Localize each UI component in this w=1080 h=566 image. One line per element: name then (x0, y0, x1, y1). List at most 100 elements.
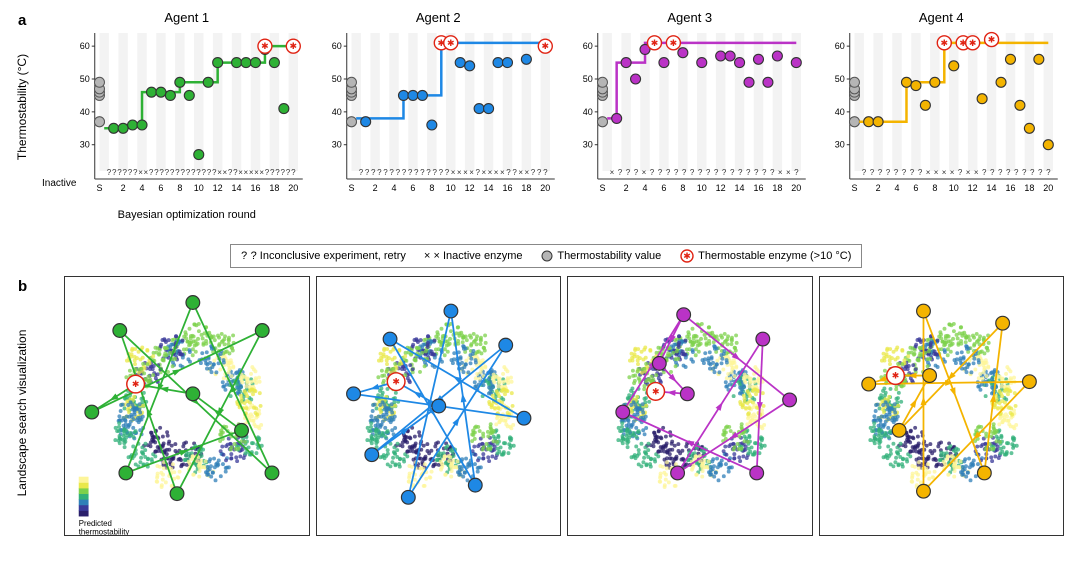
agent-3-title: Agent 3 (667, 10, 712, 25)
svg-text:?: ? (1046, 168, 1051, 177)
svg-text:20: 20 (540, 183, 550, 193)
svg-text:?: ? (901, 168, 906, 177)
svg-text:?: ? (420, 168, 425, 177)
svg-text:×: × (456, 168, 461, 177)
svg-text:?: ? (165, 168, 170, 177)
svg-text:Predicted: Predicted (79, 519, 112, 528)
svg-text:4: 4 (643, 183, 648, 193)
svg-text:×: × (778, 168, 783, 177)
svg-text:?: ? (706, 168, 711, 177)
svg-text:?: ? (917, 168, 922, 177)
inactive-row-label: Inactive (42, 178, 76, 189)
svg-text:?: ? (762, 168, 767, 177)
svg-text:?: ? (426, 168, 431, 177)
agent-1-panel-a: Agent 130405060S2468101214161820✱✱??????… (64, 10, 310, 221)
legend-thermo: ✱ Thermostable enzyme (>10 °C) (679, 248, 851, 264)
svg-text:?: ? (738, 168, 743, 177)
svg-text:?: ? (175, 168, 180, 177)
svg-text:?: ? (1030, 168, 1035, 177)
svg-text:?: ? (196, 168, 201, 177)
svg-text:40: 40 (583, 107, 593, 117)
svg-text:?: ? (475, 168, 480, 177)
svg-text:12: 12 (967, 183, 977, 193)
svg-text:?: ? (634, 168, 639, 177)
svg-text:14: 14 (986, 183, 996, 193)
svg-text:20: 20 (791, 183, 801, 193)
agent-4-landscape: ✱ (819, 276, 1065, 536)
svg-text:✱: ✱ (541, 41, 549, 51)
svg-text:10: 10 (948, 183, 958, 193)
panel-label-b: b (18, 278, 27, 295)
svg-text:×: × (949, 168, 954, 177)
svg-text:4: 4 (140, 183, 145, 193)
svg-text:20: 20 (288, 183, 298, 193)
svg-text:S: S (348, 183, 354, 193)
svg-text:?: ? (444, 168, 449, 177)
svg-text:6: 6 (158, 183, 163, 193)
svg-text:?: ? (618, 168, 623, 177)
svg-text:✱: ✱ (940, 38, 948, 48)
legend-inconclusive-text: ? Inconclusive experiment, retry (251, 250, 406, 262)
svg-text:?: ? (543, 168, 548, 177)
svg-text:×: × (463, 168, 468, 177)
svg-text:?: ? (438, 168, 443, 177)
svg-text:✱: ✱ (652, 386, 659, 396)
svg-text:?: ? (275, 168, 280, 177)
svg-text:×: × (524, 168, 529, 177)
svg-text:6: 6 (913, 183, 918, 193)
svg-text:×: × (925, 168, 930, 177)
svg-text:?: ? (512, 168, 517, 177)
svg-text:?: ? (286, 168, 291, 177)
svg-text:×: × (450, 168, 455, 177)
svg-text:?: ? (395, 168, 400, 177)
svg-text:?: ? (377, 168, 382, 177)
svg-text:?: ? (389, 168, 394, 177)
svg-text:?: ? (997, 168, 1002, 177)
svg-text:?: ? (281, 168, 286, 177)
svg-text:×: × (642, 168, 647, 177)
panel-a-legend: ?? Inconclusive experiment, retry ×× Ina… (230, 244, 862, 268)
svg-text:40: 40 (834, 107, 844, 117)
svg-text:2: 2 (624, 183, 629, 193)
svg-text:S: S (96, 183, 102, 193)
svg-text:×: × (222, 168, 227, 177)
svg-text:50: 50 (834, 74, 844, 84)
agent-2-chart-a: 30405060S2468101214161820✱✱✱????????????… (316, 27, 562, 207)
agent-1-title: Agent 1 (164, 10, 209, 25)
svg-text:12: 12 (213, 183, 223, 193)
svg-text:×: × (138, 168, 143, 177)
svg-text:?: ? (794, 168, 799, 177)
svg-text:?: ? (383, 168, 388, 177)
agent-4-panel-a: Agent 430405060S2468101214161820✱✱✱✱????… (819, 10, 1065, 221)
svg-text:16: 16 (753, 183, 763, 193)
svg-text:?: ? (207, 168, 212, 177)
svg-text:6: 6 (661, 183, 666, 193)
svg-text:8: 8 (177, 183, 182, 193)
svg-text:50: 50 (331, 74, 341, 84)
svg-text:?: ? (117, 168, 122, 177)
svg-text:2: 2 (875, 183, 880, 193)
svg-text:?: ? (159, 168, 164, 177)
svg-text:✱: ✱ (968, 38, 976, 48)
svg-text:?: ? (186, 168, 191, 177)
svg-text:✱: ✱ (290, 41, 298, 51)
svg-text:50: 50 (80, 74, 90, 84)
svg-text:?: ? (730, 168, 735, 177)
svg-text:✱: ✱ (670, 38, 678, 48)
svg-text:4: 4 (391, 183, 396, 193)
svg-text:?: ? (123, 168, 128, 177)
svg-text:?: ? (698, 168, 703, 177)
svg-text:8: 8 (429, 183, 434, 193)
svg-text:12: 12 (716, 183, 726, 193)
svg-text:60: 60 (583, 41, 593, 51)
svg-text:6: 6 (410, 183, 415, 193)
svg-text:14: 14 (232, 183, 242, 193)
svg-text:16: 16 (1005, 183, 1015, 193)
svg-text:×: × (244, 168, 249, 177)
svg-text:✱: ✱ (684, 251, 692, 261)
svg-text:S: S (599, 183, 605, 193)
agent-4-chart-a: 30405060S2468101214161820✱✱✱✱????????×××… (819, 27, 1065, 207)
svg-text:?: ? (401, 168, 406, 177)
svg-text:?: ? (358, 168, 363, 177)
svg-text:×: × (143, 168, 148, 177)
